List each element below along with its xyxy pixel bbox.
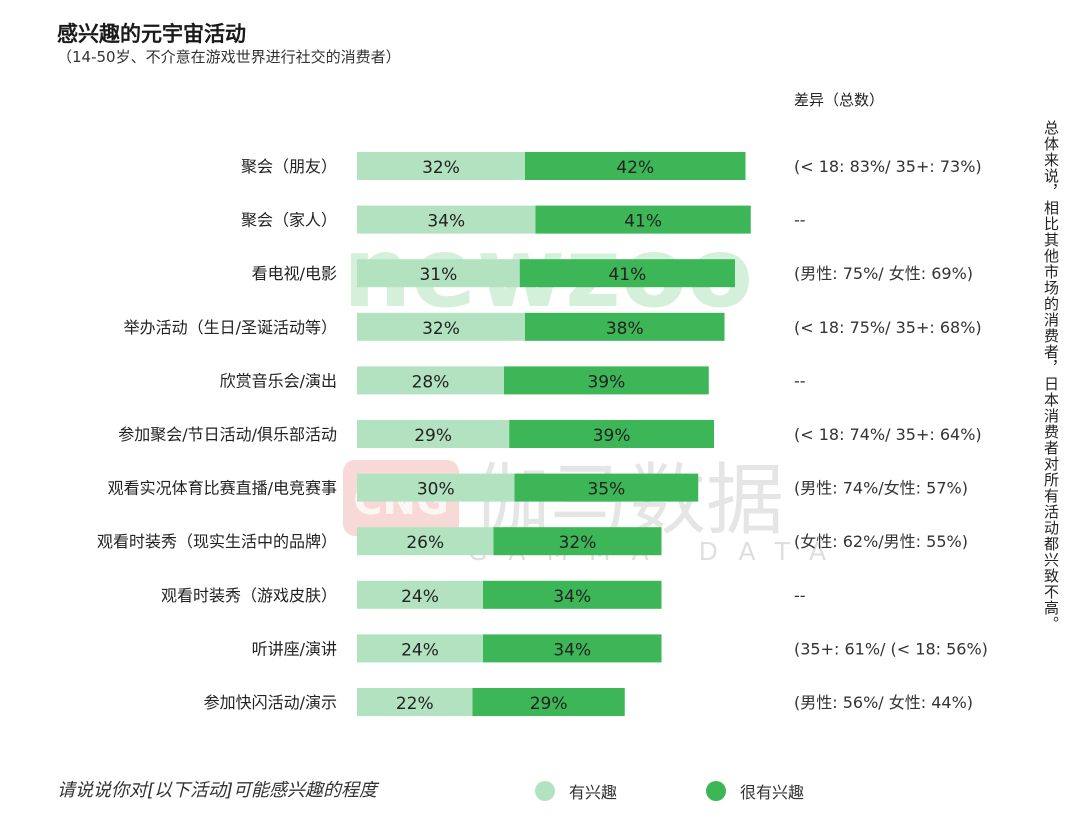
difference-header: 差异（总数）	[794, 91, 885, 109]
difference-label: (女性: 62%/男性: 55%)	[794, 532, 968, 551]
category-label: 观看时装秀（现实生活中的品牌）	[97, 532, 337, 551]
data-label: 41%	[624, 212, 662, 232]
legend-swatch-interested	[535, 781, 555, 801]
data-label: 30%	[417, 480, 455, 500]
difference-label: (< 18: 75%/ 35+: 68%)	[794, 318, 982, 337]
data-label: 39%	[587, 372, 625, 392]
bar-interested	[357, 688, 473, 716]
side-note: 总体来说，相比其他市场的消费者，日本消费者对所有活动都兴致不高。	[1042, 120, 1060, 632]
bar-very-interested	[504, 366, 709, 395]
legend-item-very-interested: 很有兴趣	[706, 779, 804, 803]
bar-interested	[357, 259, 520, 288]
data-label: 24%	[401, 640, 439, 660]
category-label: 聚会（家人）	[241, 211, 337, 230]
data-label: 34%	[553, 640, 591, 660]
difference-label: (< 18: 74%/ 35+: 64%)	[794, 425, 982, 444]
legend-label-interested: 有兴趣	[569, 783, 618, 802]
data-label: 29%	[414, 426, 452, 446]
data-label: 41%	[608, 265, 646, 285]
difference-label: (男性: 56%/ 女性: 44%)	[794, 693, 973, 712]
difference-label: (< 18: 83%/ 35+: 73%)	[794, 157, 982, 176]
difference-label: (男性: 74%/女性: 57%)	[794, 479, 968, 498]
bar-interested	[357, 420, 510, 448]
bar-interested	[357, 205, 536, 234]
legend-swatch-very-interested	[706, 781, 726, 801]
category-label: 观看实况体育比赛直播/电竞赛事	[108, 479, 337, 498]
difference-label: --	[794, 211, 806, 230]
bar-interested	[357, 634, 483, 663]
difference-label: (男性: 75%/ 女性: 69%)	[794, 264, 973, 283]
bar-very-interested	[472, 688, 625, 716]
bar-interested	[357, 527, 494, 556]
chart-subtitle: （14-50岁、不介意在游戏世界进行社交的消费者）	[57, 48, 401, 66]
data-label: 31%	[419, 265, 457, 285]
data-label: 29%	[530, 694, 568, 714]
data-label: 32%	[422, 319, 460, 339]
data-label: 35%	[587, 480, 625, 500]
bar-very-interested	[493, 527, 662, 556]
category-label: 欣赏音乐会/演出	[220, 371, 337, 390]
bar-interested	[357, 473, 515, 502]
bar-very-interested	[483, 634, 662, 663]
bar-interested	[357, 366, 504, 395]
bar-interested	[357, 152, 525, 180]
data-label: 28%	[412, 372, 450, 392]
data-label: 38%	[606, 319, 644, 339]
data-label: 32%	[422, 158, 460, 178]
chart-title: 感兴趣的元宇宙活动	[57, 22, 246, 46]
data-label: 32%	[559, 533, 597, 553]
data-label: 22%	[396, 694, 434, 714]
legend-label-very-interested: 很有兴趣	[740, 783, 805, 802]
bar-very-interested	[525, 312, 725, 341]
bar-very-interested	[509, 420, 714, 448]
data-label: 26%	[406, 533, 444, 553]
difference-label: (35+: 61%/ (< 18: 56%)	[794, 639, 988, 658]
bar-very-interested	[483, 580, 662, 609]
data-label: 24%	[401, 587, 439, 607]
bars-layer: 聚会（朋友） 32% 42% (< 18: 83%/ 35+: 73%) 聚会（家人） 3…	[97, 152, 988, 716]
legend-item-interested: 有兴趣	[535, 779, 617, 803]
category-label: 看电视/电影	[252, 264, 337, 283]
bar-very-interested	[514, 473, 699, 502]
data-label: 42%	[616, 158, 654, 178]
bar-very-interested	[535, 205, 751, 234]
bar-very-interested	[519, 259, 735, 288]
category-label: 观看时装秀（游戏皮肤）	[161, 586, 337, 605]
difference-label: --	[794, 371, 806, 390]
category-label: 聚会（朋友）	[241, 157, 337, 176]
difference-label: --	[794, 586, 806, 605]
category-label: 听讲座/演讲	[252, 639, 337, 658]
category-label: 参加聚会/节日活动/俱乐部活动	[118, 425, 337, 444]
bar-interested	[357, 312, 525, 341]
category-label: 参加快闪活动/演示	[204, 693, 337, 712]
data-label: 39%	[593, 426, 631, 446]
data-label: 34%	[553, 587, 591, 607]
survey-question: 请说说你对[以下活动]可能感兴趣的程度	[57, 780, 378, 801]
bar-very-interested	[525, 152, 746, 180]
bar-interested	[357, 580, 483, 609]
data-label: 34%	[427, 212, 465, 232]
category-label: 举办活动（生日/圣诞活动等）	[124, 318, 337, 337]
